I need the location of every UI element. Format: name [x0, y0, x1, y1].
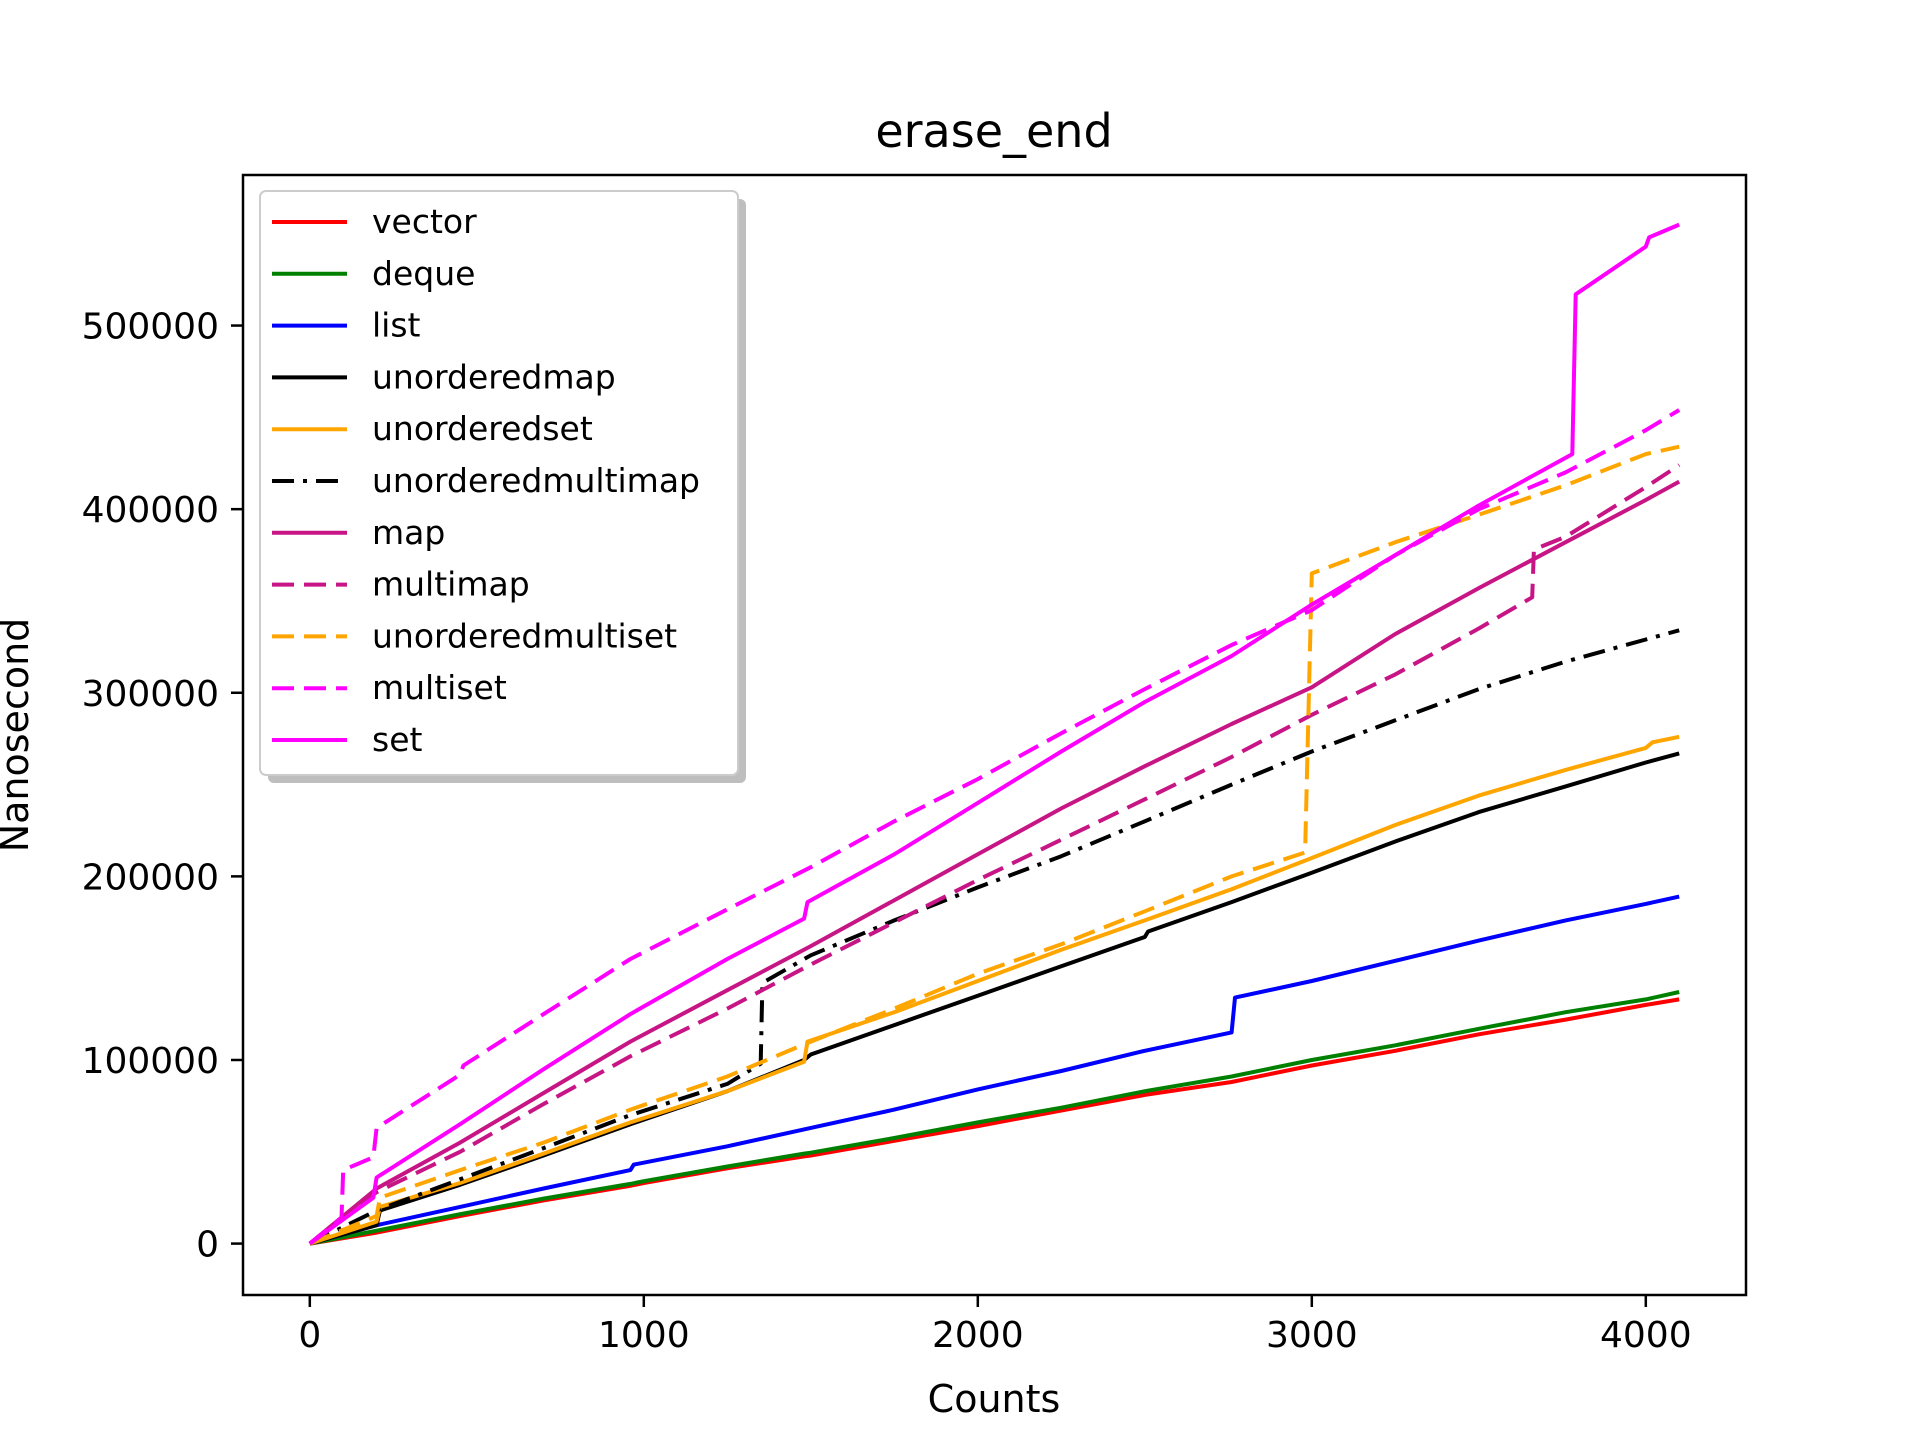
- legend-label-multiset: multiset: [372, 668, 507, 707]
- series-line-deque: [309, 990, 1680, 1246]
- chart-title: erase_end: [875, 104, 1112, 158]
- legend-label-deque: deque: [372, 254, 475, 293]
- y-tick-label: 200000: [82, 857, 219, 898]
- plot-frame: [241, 173, 1748, 1297]
- series-line-unorderedmultimap: [308, 628, 1680, 1246]
- legend-items: vector deque list unorderedmap unorderedset u…: [272, 202, 700, 759]
- y-tick-label: 100000: [82, 1041, 219, 1082]
- y-axis: 0 100000 200000 300000 400000 500000: [82, 307, 243, 1266]
- series-line-unorderedset: [309, 734, 1680, 1246]
- y-axis-label: Nanosecond: [0, 618, 37, 853]
- legend-label-unorderedmultimap: unorderedmultimap: [372, 461, 700, 500]
- legend-label-multimap: multimap: [372, 565, 530, 604]
- legend-label-unorderedset: unorderedset: [372, 409, 593, 448]
- series-line-list: [309, 894, 1680, 1246]
- x-tick-label: 4000: [1600, 1315, 1692, 1356]
- y-tick-label: 400000: [82, 490, 219, 531]
- y-tick-label: 300000: [82, 674, 219, 715]
- series-line-unorderedmultiset: [309, 444, 1680, 1246]
- legend-label-unorderedmultiset: unorderedmultiset: [372, 616, 677, 655]
- x-axis: 0 1000 2000 3000 4000: [298, 1295, 1692, 1356]
- legend-label-list: list: [372, 306, 421, 345]
- legend-box: [259, 190, 739, 776]
- x-tick-label: 1000: [598, 1315, 690, 1356]
- x-tick-label: 2000: [932, 1315, 1024, 1356]
- x-tick-label: 0: [298, 1315, 321, 1356]
- legend: vector deque list unorderedmap unorderedset u…: [259, 190, 746, 783]
- y-tick-label: 500000: [82, 307, 219, 348]
- series-line-map: [308, 479, 1681, 1246]
- series-line-multimap: [308, 463, 1681, 1246]
- series-line-set: [308, 222, 1680, 1246]
- y-tick-label: 0: [196, 1225, 219, 1266]
- legend-label-vector: vector: [372, 202, 477, 241]
- x-tick-label: 3000: [1266, 1315, 1358, 1356]
- plot-area: [241, 173, 1748, 1297]
- series-layer: [308, 222, 1681, 1246]
- legend-label-set: set: [372, 720, 422, 759]
- x-axis-label: Counts: [928, 1377, 1061, 1421]
- legend-label-unorderedmap: unorderedmap: [372, 357, 616, 396]
- series-line-multiset: [308, 408, 1681, 1246]
- legend-label-map: map: [372, 513, 445, 552]
